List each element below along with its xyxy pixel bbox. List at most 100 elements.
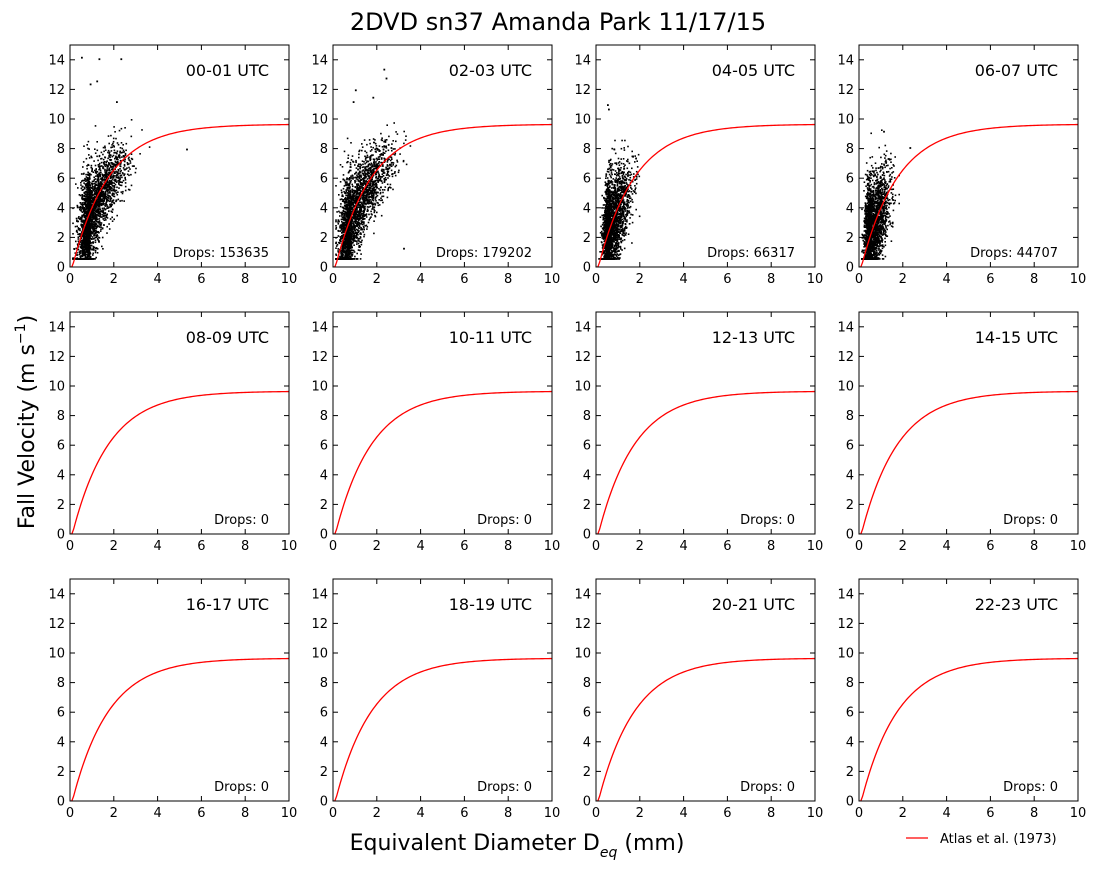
drop-point (372, 194, 374, 197)
drop-point (395, 131, 397, 133)
drop-point (368, 168, 370, 170)
drop-point (105, 174, 108, 176)
drop-point (85, 229, 88, 232)
drop-point (94, 190, 96, 193)
drop-point (97, 198, 100, 200)
drop-point (99, 167, 101, 169)
drop-point (357, 237, 360, 240)
drop-point (356, 237, 359, 239)
drop-point (86, 207, 88, 209)
drop-point (109, 156, 111, 158)
drop-point (356, 174, 358, 176)
drop-point (91, 156, 93, 159)
drop-point (129, 160, 132, 162)
drop-point (351, 183, 353, 186)
drop-point (365, 165, 368, 168)
drop-point (359, 209, 362, 212)
drop-point (117, 171, 119, 173)
drop-point (346, 256, 348, 258)
drop-point (363, 210, 365, 213)
drop-point (353, 258, 355, 260)
drop-point (395, 140, 397, 143)
drop-point (346, 201, 348, 204)
drop-point (358, 184, 360, 186)
drop-point (79, 207, 82, 209)
drop-point (105, 163, 107, 166)
drop-point (357, 187, 360, 190)
drop-point (370, 201, 372, 204)
drop-point (375, 193, 377, 195)
drop-point (92, 242, 94, 244)
drop-point (352, 223, 355, 226)
drop-point (351, 217, 353, 219)
drop-point (95, 204, 97, 207)
drop-point (356, 196, 359, 199)
drop-point (382, 153, 384, 156)
drop-point (97, 205, 100, 208)
drop-point (86, 179, 88, 181)
drop-point (350, 177, 352, 179)
drop-point (110, 200, 112, 202)
drop-point (382, 151, 385, 154)
drop-point (353, 228, 356, 230)
drop-point (365, 173, 367, 175)
drop-point (81, 240, 83, 242)
drop-point (92, 232, 94, 234)
drop-point (369, 159, 372, 162)
drop-point (118, 129, 121, 132)
drop-point (123, 165, 126, 167)
drop-point (391, 175, 394, 178)
drop-point (130, 119, 133, 121)
drop-point (116, 214, 118, 217)
drop-point (358, 210, 360, 212)
y-tick-label: 0 (57, 261, 65, 276)
drop-point (88, 200, 90, 203)
drop-point (349, 206, 352, 209)
drop-point (95, 189, 98, 192)
drop-point (110, 154, 112, 156)
drop-point (112, 166, 115, 168)
drop-point (337, 219, 340, 222)
drop-point (385, 168, 387, 170)
drop-point (83, 248, 85, 250)
drop-point (92, 254, 94, 256)
drop-point (84, 188, 86, 190)
drop-point (357, 197, 359, 200)
drop-point (101, 165, 103, 167)
drop-point (380, 199, 382, 202)
drop-point (87, 207, 89, 210)
drop-point (84, 208, 86, 211)
drop-point (88, 215, 91, 218)
drop-point (116, 157, 118, 159)
drop-point (374, 202, 376, 205)
drop-point (381, 182, 384, 184)
drop-point (371, 208, 373, 210)
drop-point (100, 203, 103, 205)
drop-point (107, 200, 110, 202)
drop-point (387, 159, 389, 162)
drop-point (356, 223, 359, 225)
drop-point (370, 167, 372, 170)
drop-point (360, 253, 362, 255)
drop-point (352, 213, 355, 216)
drop-point (87, 255, 89, 258)
drop-point (104, 208, 107, 211)
drop-point (93, 176, 95, 179)
drop-point (88, 227, 91, 230)
drop-point (96, 193, 99, 195)
drop-point (345, 246, 348, 249)
drop-point (113, 189, 115, 192)
drop-point (344, 223, 347, 226)
drop-point (380, 186, 382, 189)
drop-point (352, 160, 354, 163)
drop-point (361, 170, 364, 172)
drop-point (128, 189, 131, 191)
drop-point (82, 234, 85, 236)
drop-point (117, 191, 119, 193)
drop-point (109, 182, 111, 185)
drop-point (361, 187, 364, 189)
drop-point (335, 253, 337, 256)
drop-point (88, 204, 90, 206)
drop-point (97, 201, 99, 203)
